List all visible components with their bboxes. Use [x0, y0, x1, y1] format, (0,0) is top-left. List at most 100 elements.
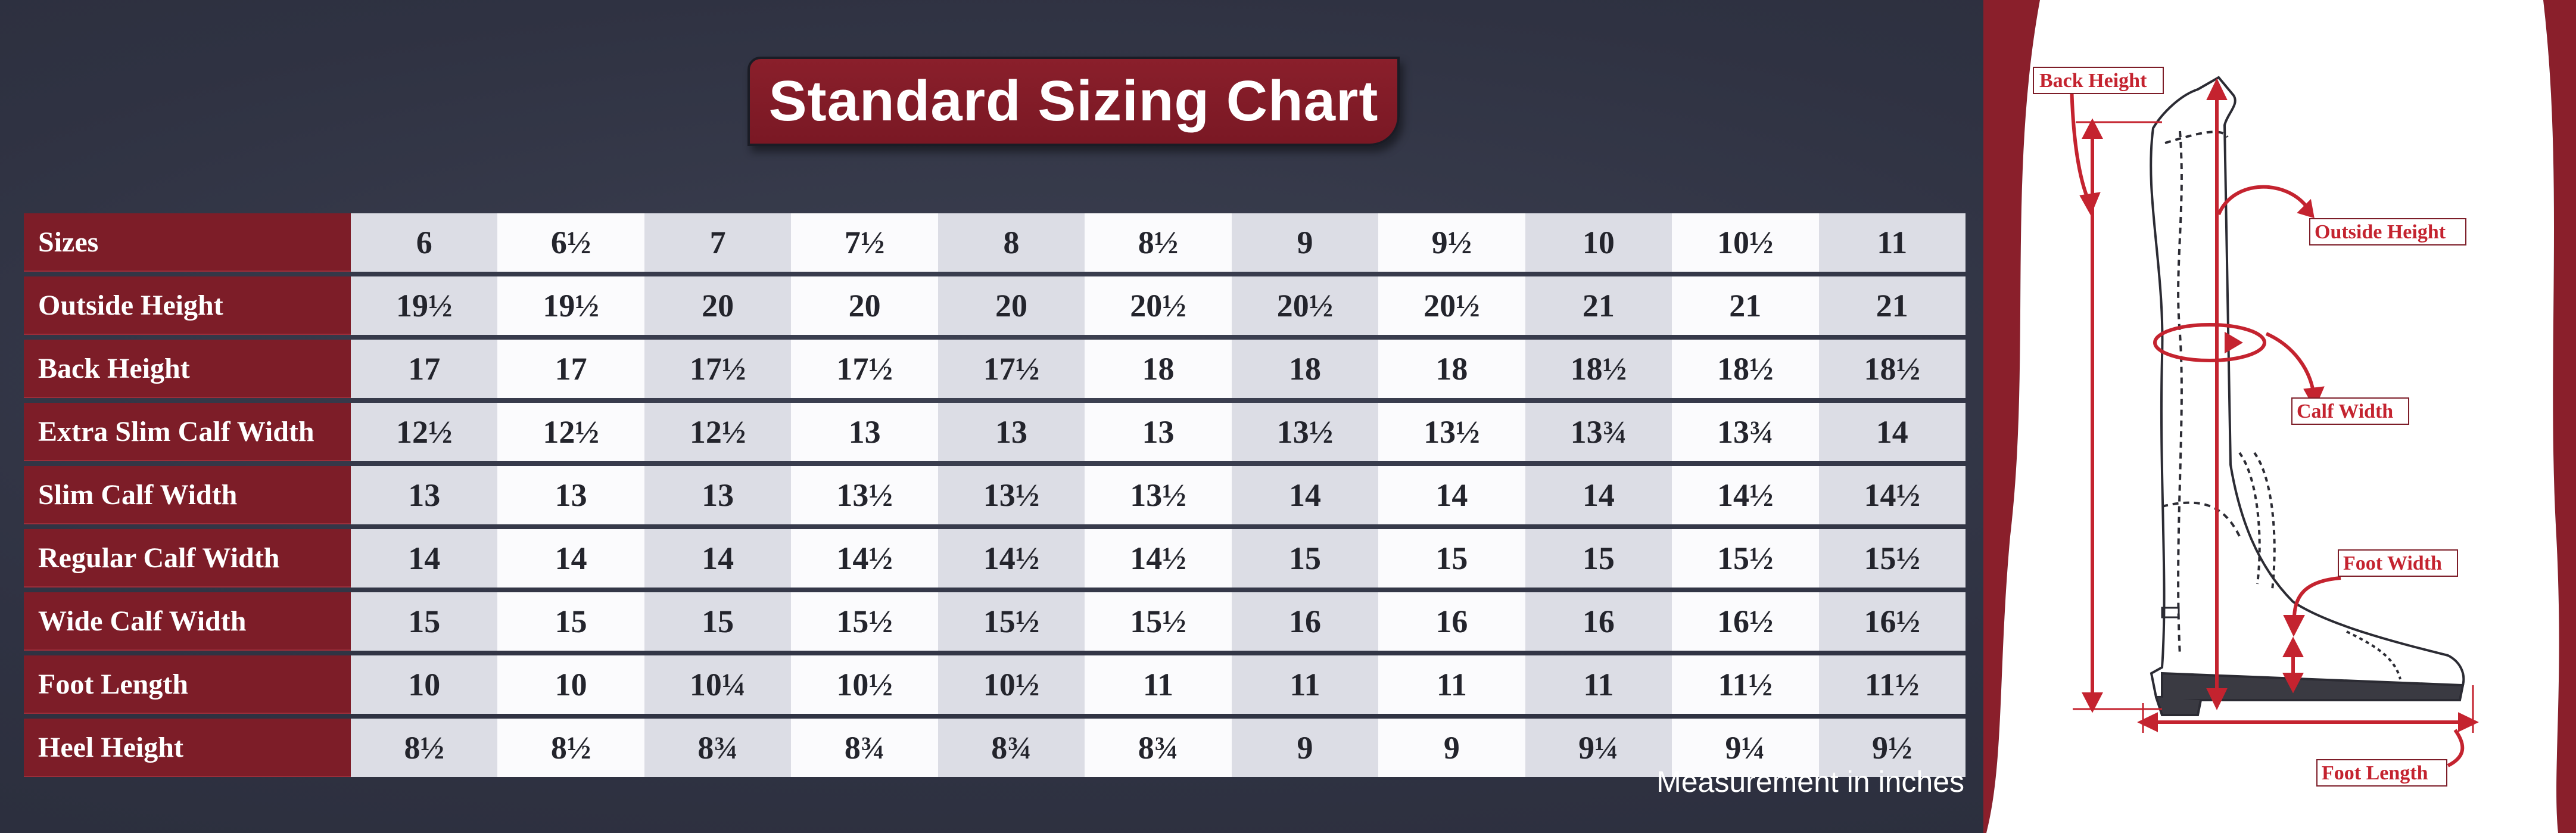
table-cell: 16	[1525, 592, 1672, 651]
table-cell: 20	[644, 276, 792, 335]
table-cell: 11	[1085, 655, 1232, 714]
table-cell: 14	[351, 529, 498, 588]
table-cell: 13	[1085, 403, 1232, 461]
table-cell: 9¼	[1525, 719, 1672, 777]
sizing-table: Sizes 6 6½ 7 7½ 8 8½ 9 9½ 10 10½ 11 Outside Height 19…	[24, 209, 1966, 782]
table-cell: 15½	[1818, 529, 1966, 588]
table-row: Heel Height 8½ 8½ 8¾ 8¾ 8¾ 8¾ 9 9 9¼ 9¼ 9½	[24, 719, 1966, 777]
row-label: Regular Calf Width	[24, 529, 351, 588]
table-cell: 8¾	[791, 719, 938, 777]
table-cell: 18½	[1672, 340, 1819, 398]
table-cell: 6	[351, 213, 498, 272]
left-wave-band	[1983, 0, 2040, 833]
table-cell: 11	[1525, 655, 1672, 714]
table-cell: 15½	[791, 592, 938, 651]
table-cell: 15	[497, 592, 644, 651]
table-row: Extra Slim Calf Width 12½ 12½ 12½ 13 13 13 13½ 1…	[24, 403, 1966, 461]
table-cell: 14	[1818, 403, 1966, 461]
table-cell: 20½	[1085, 276, 1232, 335]
table-cell: 13½	[1085, 466, 1232, 524]
table-cell: 15	[351, 592, 498, 651]
table-cell: 14½	[1085, 529, 1232, 588]
table-cell: 13½	[937, 466, 1085, 524]
table-cell: 15	[1231, 529, 1379, 588]
table-cell: 13½	[1378, 403, 1525, 461]
table-cell: 11	[1231, 655, 1379, 714]
title-badge: Standard Sizing Chart	[747, 57, 1400, 146]
table-cell: 20	[791, 276, 938, 335]
table-cell: 16	[1378, 592, 1525, 651]
row-label: Extra Slim Calf Width	[24, 403, 351, 461]
table-cell: 8	[937, 213, 1085, 272]
table-cell: 15½	[937, 592, 1085, 651]
table-cell: 14	[497, 529, 644, 588]
page-title: Standard Sizing Chart	[768, 69, 1379, 133]
table-cell: 13¾	[1672, 403, 1819, 461]
row-label: Foot Length	[24, 655, 351, 714]
label-back-height: Back Height	[2039, 70, 2147, 92]
table-cell: 9	[1231, 213, 1379, 272]
table-cell: 11	[1818, 213, 1966, 272]
diagram-background	[1986, 0, 2559, 833]
table-row: Slim Calf Width 13 13 13 13½ 13½ 13½ 14 14 14 14½ 1…	[24, 466, 1966, 524]
table-cell: 8¾	[644, 719, 792, 777]
table-cell: 14	[1378, 466, 1525, 524]
table-cell: 17	[351, 340, 498, 398]
table-cell: 16½	[1818, 592, 1966, 651]
table-cell: 20	[937, 276, 1085, 335]
measurement-caption: Measurement in inches	[1656, 765, 1964, 798]
table-cell: 8¾	[937, 719, 1085, 777]
table-cell: 8½	[497, 719, 644, 777]
sizing-table-body: Sizes 6 6½ 7 7½ 8 8½ 9 9½ 10 10½ 11 Outside Height 19…	[24, 213, 1966, 777]
table-cell: 10½	[791, 655, 938, 714]
table-cell: 13	[791, 403, 938, 461]
table-cell: 18½	[1525, 340, 1672, 398]
table-row: Foot Length 10 10 10¼ 10½ 10½ 11 11 11 11 11½ 11½	[24, 655, 1966, 714]
table-cell: 9½	[1818, 719, 1966, 777]
table-cell: 14	[1525, 466, 1672, 524]
table-cell: 17½	[644, 340, 792, 398]
table-cell: 8½	[351, 719, 498, 777]
table-cell: 18	[1231, 340, 1379, 398]
table-cell: 20½	[1231, 276, 1379, 335]
table-cell: 14½	[1818, 466, 1966, 524]
table-cell: 10½	[937, 655, 1085, 714]
table-cell: 9	[1231, 719, 1379, 777]
table-cell: 17½	[937, 340, 1085, 398]
table-cell: 14½	[1672, 466, 1819, 524]
table-cell: 16	[1231, 592, 1379, 651]
table-cell: 19½	[497, 276, 644, 335]
table-row: Back Height 17 17 17½ 17½ 17½ 18 18 18 18½ 18½ 18½	[24, 340, 1966, 398]
table-cell: 7½	[791, 213, 938, 272]
table-cell: 21	[1818, 276, 1966, 335]
table-cell: 10¼	[644, 655, 792, 714]
table-cell: 6½	[497, 213, 644, 272]
label-calf-width: Calf Width	[2297, 400, 2393, 422]
right-wave-band	[2543, 0, 2576, 833]
boot-diagram-panel: Back Height Outside Height Calf Width Fo…	[1983, 0, 2576, 833]
table-cell: 19½	[351, 276, 498, 335]
table-cell: 12½	[351, 403, 498, 461]
row-label: Sizes	[24, 213, 351, 272]
table-cell: 18	[1378, 340, 1525, 398]
table-cell: 9½	[1378, 213, 1525, 272]
label-foot-length: Foot Length	[2322, 762, 2428, 784]
table-cell: 17½	[791, 340, 938, 398]
table-cell: 13½	[791, 466, 938, 524]
table-cell: 10	[497, 655, 644, 714]
table-cell: 13¾	[1525, 403, 1672, 461]
table-cell: 18	[1085, 340, 1232, 398]
table-cell: 13½	[1231, 403, 1379, 461]
table-cell: 12½	[644, 403, 792, 461]
table-cell: 7	[644, 213, 792, 272]
table-cell: 15½	[1672, 529, 1819, 588]
table-cell: 16½	[1672, 592, 1819, 651]
header-row: Sizes 6 6½ 7 7½ 8 8½ 9 9½ 10 10½ 11	[24, 213, 1966, 272]
table-cell: 15	[1525, 529, 1672, 588]
table-cell: 18½	[1818, 340, 1966, 398]
table-cell: 15	[644, 592, 792, 651]
table-cell: 12½	[497, 403, 644, 461]
table-cell: 8½	[1085, 213, 1232, 272]
table-cell: 9¼	[1672, 719, 1819, 777]
table-cell: 8¾	[1085, 719, 1232, 777]
